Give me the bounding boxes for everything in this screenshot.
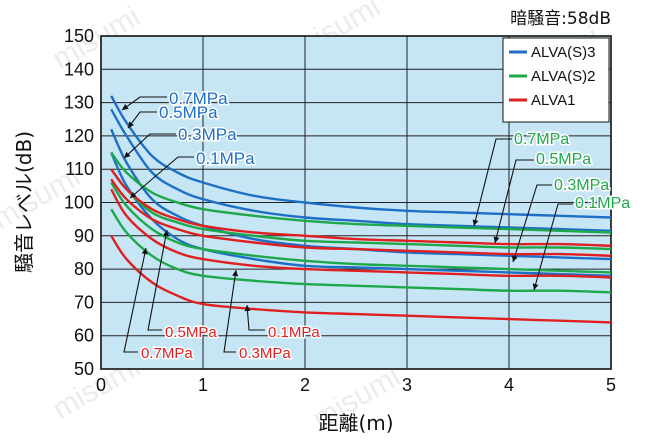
annotation-leader [223,269,237,353]
annotation-label-alva-s-3-0-1mpa: 0.1MPa [196,149,255,168]
y-tick-label: 50 [74,359,94,379]
y-tick-label: 60 [74,326,94,346]
y-tick-label: 120 [64,126,94,146]
annotation-leader [512,184,552,263]
annotation-label-alva-s-2-0-7mpa: 0.7MPa [514,131,569,148]
annotation-leader [129,156,194,199]
y-tick-labels: 50 60 70 80 90 100 110 120 130 140 150 [64,26,94,379]
series-annotations: 0.7MPa0.5MPa0.3MPa0.1MPa0.7MPa0.5MPa0.3M… [121,88,632,364]
annotation-leader [123,247,147,353]
y-tick-label: 150 [64,26,94,46]
annotation-label-alva1-0-3mpa: 0.3MPa [239,345,291,362]
series-line-alva1-0-3mpa [110,188,612,279]
x-axis-title: 距離(m) [318,411,393,435]
series-line-alva-s-3-0-3mpa [110,128,612,261]
series-line-alva1-0-1mpa [110,235,612,324]
series-line-alva1-0-7mpa [110,168,612,247]
chart-title: 暗騒音:58dB [510,9,611,29]
annotation-arrowhead [493,236,500,243]
series-line-alva-s-3-0-7mpa [110,95,612,219]
x-tick-label: 1 [198,375,208,395]
legend: ALVA(S)3 ALVA(S)2 ALVA1 [502,37,610,123]
annotation-leader [123,133,176,159]
series-line-alva-s-2-0-3mpa [110,181,612,274]
series-line-alva-s-3-0-5mpa [110,108,612,232]
series-line-alva-s-2-0-7mpa [110,151,612,234]
series-lines [110,95,612,324]
y-tick-label: 70 [74,292,94,312]
y-tick-label: 130 [64,93,94,113]
x-tick-labels: 0 1 2 3 4 5 [96,375,616,395]
annotation-leader [494,159,534,244]
y-tick-label: 100 [64,193,94,213]
annotation-arrowhead [162,230,169,237]
annotation-arrowhead [532,283,539,290]
annotation-arrowhead [511,255,518,262]
y-tick-label: 110 [65,159,94,179]
annotation-arrowhead [232,270,239,277]
annotation-leader [121,96,167,111]
annotation-label-alva1-0-7mpa: 0.7MPa [141,345,193,362]
legend-label-alva1: ALVA1 [531,92,575,109]
annotation-leader [246,304,265,331]
annotation-label-alva1-0-1mpa: 0.1MPa [268,324,320,341]
series-line-alva-s-2-0-5mpa [110,168,612,251]
annotation-label-alva-s-3-0-5mpa: 0.5MPa [159,103,218,122]
annotation-arrowhead [141,248,148,255]
annotation-label-alva-s-2-0-3mpa: 0.3MPa [554,177,609,194]
y-axis-title: 騒音レベル(dB) [12,131,36,273]
annotation-label-alva1-0-5mpa: 0.5MPa [165,324,217,341]
series-line-alva1-0-5mpa [110,178,612,257]
legend-label-alva-s-2: ALVA(S)2 [531,68,595,85]
annotation-leader [147,229,168,331]
annotation-leader [127,111,157,129]
annotation-arrowhead [122,104,129,110]
y-tick-label: 140 [64,59,94,79]
annotation-leader [473,138,512,227]
legend-label-alva-s-3: ALVA(S)3 [531,44,595,61]
annotation-arrowhead [472,219,479,226]
annotation-leader [533,203,573,291]
x-tick-label: 0 [96,375,106,395]
y-tick-label: 80 [74,259,94,279]
annotation-arrowhead [244,305,251,312]
annotation-label-alva-s-3-0-7mpa: 0.7MPa [169,89,228,108]
x-tick-label: 3 [402,375,412,395]
annotation-arrowhead [130,191,137,198]
y-tick-label: 90 [74,226,94,246]
annotation-label-alva-s-3-0-3mpa: 0.3MPa [178,125,237,144]
x-tick-label: 4 [504,375,514,395]
x-tick-label: 2 [300,375,310,395]
series-line-alva-s-2-0-1mpa [110,208,612,294]
annotation-label-alva-s-2-0-5mpa: 0.5MPa [536,151,591,168]
annotation-arrowhead [124,151,131,158]
x-tick-label: 5 [606,375,616,395]
annotation-label-alva-s-2-0-1mpa: 0.1MPa [575,195,630,212]
annotation-arrowhead [128,121,134,128]
